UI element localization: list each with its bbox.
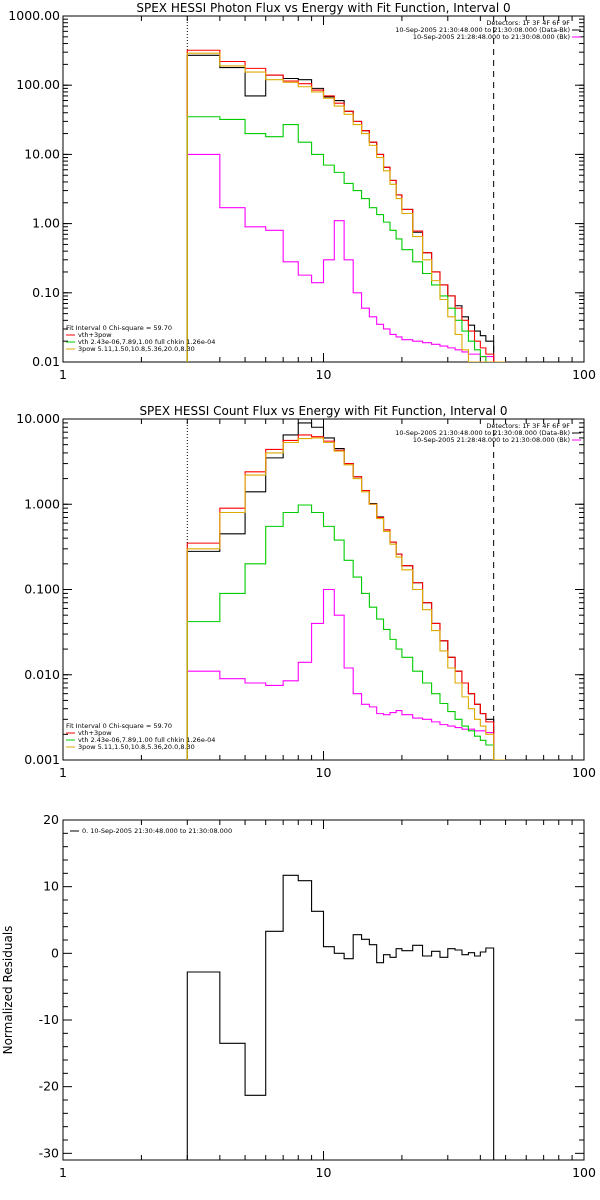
series-line-1 [186, 153, 506, 362]
y-tick-label: 0 [51, 945, 59, 960]
legend-entry: 10-Sep-2005 21:30:48.000 to 21:30:08.000… [395, 429, 570, 437]
x-tick-label: 1 [59, 765, 67, 780]
fit-chi-square-label: Fit Interval 0 Chi-square = 59.70 [66, 722, 172, 730]
y-tick-label: 1000.00 [8, 8, 60, 23]
y-tick-label: 100.00 [16, 77, 60, 92]
x-tick-label: 100 [572, 367, 596, 382]
series-group [186, 49, 506, 362]
plot-frame [62, 15, 585, 363]
panel-photon-flux: 1 10 100 1000.00 100.00 10.00 1.00 0.10 0.01 SPEX… [8, 1, 596, 382]
series-line-2 [186, 434, 506, 760]
series-line-0 [186, 422, 506, 760]
series-line-0 [186, 54, 506, 362]
y-tick-label: -10 [39, 1012, 59, 1027]
chart-title: SPEX HESSI Photon Flux vs Energy with Fi… [136, 1, 510, 15]
y-tick-label: 10.00 [24, 146, 60, 161]
x-tick-label: 10 [316, 1165, 332, 1180]
legend-entry: 10-Sep-2005 21:28:48.000 to 21:30:08.000… [413, 33, 570, 41]
fit-legend-entry: vth 2.43e-06,7.89,1.00 full chkin 1.26e-… [78, 338, 215, 346]
series-group [186, 874, 495, 1160]
series-line-3 [186, 116, 506, 362]
chart-title: SPEX HESSI Count Flux vs Energy with Fit… [139, 404, 507, 418]
fit-legend-entry: vth+3pow [78, 729, 112, 737]
y-tick-label: 1.00 [32, 216, 60, 231]
legend-entry: 0. 10-Sep-2005 21:30:48.000 to 21:30:08.… [82, 827, 232, 835]
x-tick-label: 100 [572, 765, 596, 780]
x-tick-label: 100 [572, 1165, 596, 1180]
y-tick-label: 0.001 [24, 752, 60, 767]
y-tick-label: 0.010 [24, 667, 60, 682]
fit-chi-square-label: Fit Interval 0 Chi-square = 59.70 [66, 324, 172, 332]
fit-legend-entry: vth+3pow [78, 331, 112, 339]
fit-legend-entry: 3pow 5.11,1.50,10.8,5.36,20.0,8.30 [78, 345, 195, 353]
fit-legend-entry: vth 2.43e-06,7.89,1.00 full chkin 1.26e-… [78, 736, 215, 744]
y-tick-label: 10.000 [16, 411, 60, 426]
panel-count-flux: 1 10 100 10.000 1.000 0.100 0.010 0.001 SPEX HES… [16, 404, 596, 780]
y-tick-label: 10 [43, 879, 59, 894]
series-line-3 [186, 504, 506, 760]
y-tick-label: -30 [39, 1145, 59, 1160]
series-line-2 [186, 49, 506, 362]
x-tick-label: 10 [316, 765, 332, 780]
series-group [186, 422, 506, 760]
legend-entry: 10-Sep-2005 21:30:48.000 to 21:30:08.000… [395, 26, 570, 34]
y-tick-label: 20 [43, 812, 59, 827]
series-line-4 [186, 437, 506, 760]
y-tick-label: 0.10 [32, 285, 60, 300]
y-tick-label: 0.01 [32, 354, 60, 369]
x-tick-label: 1 [59, 1165, 67, 1180]
legend-entry: 10-Sep-2005 21:28:48.000 to 21:30:08.000… [413, 436, 570, 444]
y-tick-label: 0.100 [24, 582, 60, 597]
fit-legend-entry: 3pow 5.11,1.50,10.8,5.36,20.0,8.30 [78, 743, 195, 751]
series-line-4 [186, 52, 506, 362]
y-tick-label: -20 [39, 1079, 59, 1094]
plot-frame [62, 819, 585, 1161]
x-tick-label: 1 [59, 367, 67, 382]
detectors-label: Detectors: 1F 3F 4F 6F 9F [486, 19, 570, 27]
series-line-1 [186, 588, 506, 760]
series-line-0 [186, 874, 495, 1160]
detectors-label: Detectors: 1F 3F 4F 6F 9F [486, 422, 570, 430]
y-axis-label: Normalized Residuals [1, 926, 15, 1055]
y-tick-label: 1.000 [24, 496, 60, 511]
x-tick-label: 10 [316, 367, 332, 382]
